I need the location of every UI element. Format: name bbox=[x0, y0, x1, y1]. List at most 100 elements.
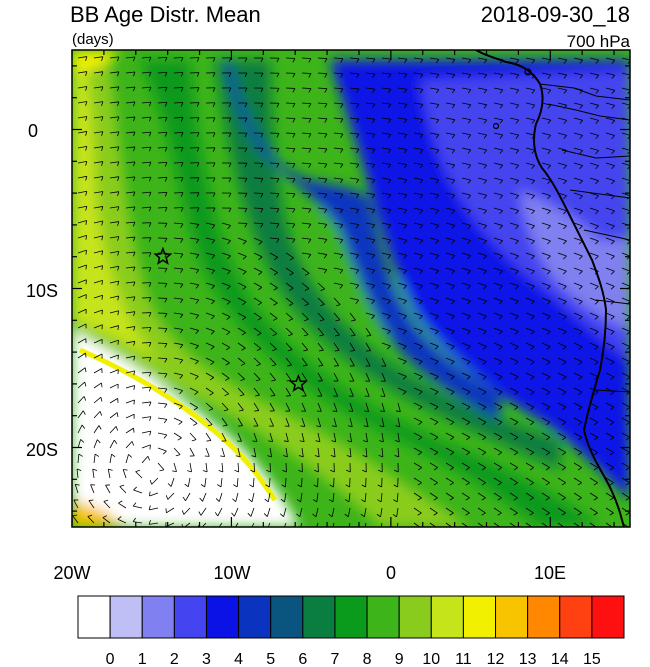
wind-barb-staff bbox=[109, 354, 119, 359]
wind-barb-staff bbox=[541, 162, 551, 166]
wind-barb-flag bbox=[418, 421, 423, 426]
wind-barb-flag bbox=[403, 300, 407, 305]
wind-barb-flag bbox=[196, 147, 200, 152]
wind-barb-flag bbox=[305, 273, 310, 276]
wind-barb-staff bbox=[93, 176, 103, 179]
wind-barb-staff bbox=[397, 312, 407, 317]
wind-barb-flag bbox=[244, 178, 248, 183]
wind-barb-flag bbox=[627, 75, 630, 79]
wind-barb-staff bbox=[221, 282, 231, 287]
wind-barb-staff bbox=[573, 192, 583, 197]
wind-barb-staff bbox=[183, 507, 191, 515]
wind-barb-flag bbox=[417, 512, 422, 516]
wind-barb-staff bbox=[93, 56, 103, 59]
wind-barb-flag bbox=[483, 179, 488, 184]
wind-barb-staff bbox=[461, 102, 471, 106]
wind-barb-flag bbox=[449, 497, 454, 501]
wind-barb-flag bbox=[362, 454, 368, 458]
wind-barb-flag bbox=[196, 177, 200, 182]
wind-barb-staff bbox=[573, 357, 583, 363]
wind-barb-flag bbox=[289, 257, 294, 261]
wind-barb-staff bbox=[125, 370, 135, 374]
wind-barb-staff bbox=[77, 308, 87, 314]
wind-barb-flag bbox=[159, 469, 165, 472]
wind-barb-flag bbox=[434, 421, 439, 426]
wind-barb-flag bbox=[371, 239, 376, 244]
wind-barb-flag bbox=[609, 452, 615, 456]
wind-barb-staff bbox=[157, 191, 168, 194]
wind-barb-flag bbox=[579, 74, 584, 79]
wind-barb-staff bbox=[93, 86, 103, 89]
wind-barb-flag bbox=[148, 357, 152, 362]
wind-barb-staff bbox=[189, 462, 192, 472]
wind-barb-staff bbox=[349, 387, 354, 397]
wind-barb-flag bbox=[371, 224, 376, 229]
wind-barb-flag bbox=[172, 470, 177, 473]
wind-barb-staff bbox=[605, 282, 615, 287]
wind-barb-flag bbox=[180, 283, 184, 289]
wind-barb-flag bbox=[164, 192, 168, 197]
wind-barb-flag bbox=[578, 316, 583, 320]
wind-barb-flag bbox=[498, 406, 503, 411]
wind-barb-flag bbox=[403, 119, 408, 124]
wind-barb-flag bbox=[563, 240, 567, 245]
wind-barb-staff bbox=[525, 387, 535, 393]
wind-barb-staff bbox=[477, 252, 487, 257]
wind-barb-flag bbox=[419, 104, 424, 109]
wind-barb-flag bbox=[356, 133, 360, 139]
wind-barb-flag bbox=[195, 239, 200, 244]
wind-barb-staff bbox=[461, 417, 471, 423]
wind-barb-flag bbox=[251, 455, 256, 458]
wind-barb-flag bbox=[466, 436, 471, 441]
wind-barb-staff bbox=[189, 357, 199, 362]
wind-barb-staff bbox=[477, 162, 487, 166]
wind-barb-flag bbox=[276, 118, 280, 123]
wind-barb-flag bbox=[282, 469, 287, 473]
wind-barb-flag bbox=[467, 149, 472, 154]
wind-barb-staff bbox=[173, 417, 183, 423]
wind-barb-flag bbox=[292, 238, 296, 244]
y-tick-label: 0 bbox=[28, 121, 38, 141]
wind-barb-staff bbox=[237, 312, 247, 318]
wind-barb-staff bbox=[109, 176, 119, 179]
wind-barb-staff bbox=[125, 146, 135, 149]
wind-barb-flag bbox=[355, 194, 360, 199]
wind-barb-flag bbox=[577, 482, 582, 486]
wind-barb-flag bbox=[314, 455, 320, 458]
wind-barb-flag bbox=[595, 105, 599, 109]
wind-barb-staff bbox=[93, 439, 98, 449]
wind-barb-flag bbox=[313, 484, 318, 488]
wind-barb-staff bbox=[221, 462, 224, 472]
wind-barb-staff bbox=[365, 222, 375, 226]
wind-barb-flag bbox=[117, 266, 120, 271]
wind-barb-flag bbox=[483, 270, 487, 275]
wind-barb-flag bbox=[451, 240, 455, 245]
wind-barb-staff bbox=[429, 192, 439, 196]
wind-barb-flag bbox=[98, 425, 102, 430]
wind-barb-staff bbox=[429, 297, 439, 302]
wind-barb-staff bbox=[173, 342, 183, 346]
wind-barb-staff bbox=[509, 297, 519, 302]
wind-barb-flag bbox=[195, 224, 200, 229]
wind-barb-staff bbox=[333, 87, 343, 90]
wind-barb-flag bbox=[180, 72, 184, 77]
wind-barb-flag bbox=[465, 512, 470, 516]
wind-barb-staff bbox=[589, 492, 598, 499]
wind-barb-flag bbox=[181, 510, 185, 515]
wind-barb-flag bbox=[117, 236, 120, 241]
wind-barb-staff bbox=[269, 387, 276, 396]
wind-barb-flag bbox=[402, 376, 407, 380]
wind-barb-staff bbox=[93, 324, 103, 329]
wind-barb-flag bbox=[594, 270, 599, 275]
wind-barb-flag bbox=[531, 104, 536, 109]
wind-barb-flag bbox=[578, 270, 583, 275]
wind-barb-flag bbox=[434, 330, 439, 335]
wind-barb-staff bbox=[445, 282, 455, 287]
wind-barb-staff bbox=[173, 72, 184, 74]
wind-barb-staff bbox=[189, 327, 199, 331]
wind-barb-flag bbox=[578, 528, 582, 530]
wind-barb-flag bbox=[387, 194, 392, 199]
wind-barb-flag bbox=[362, 469, 367, 473]
wind-barb-staff bbox=[381, 162, 391, 165]
wind-barb-flag bbox=[451, 104, 456, 109]
